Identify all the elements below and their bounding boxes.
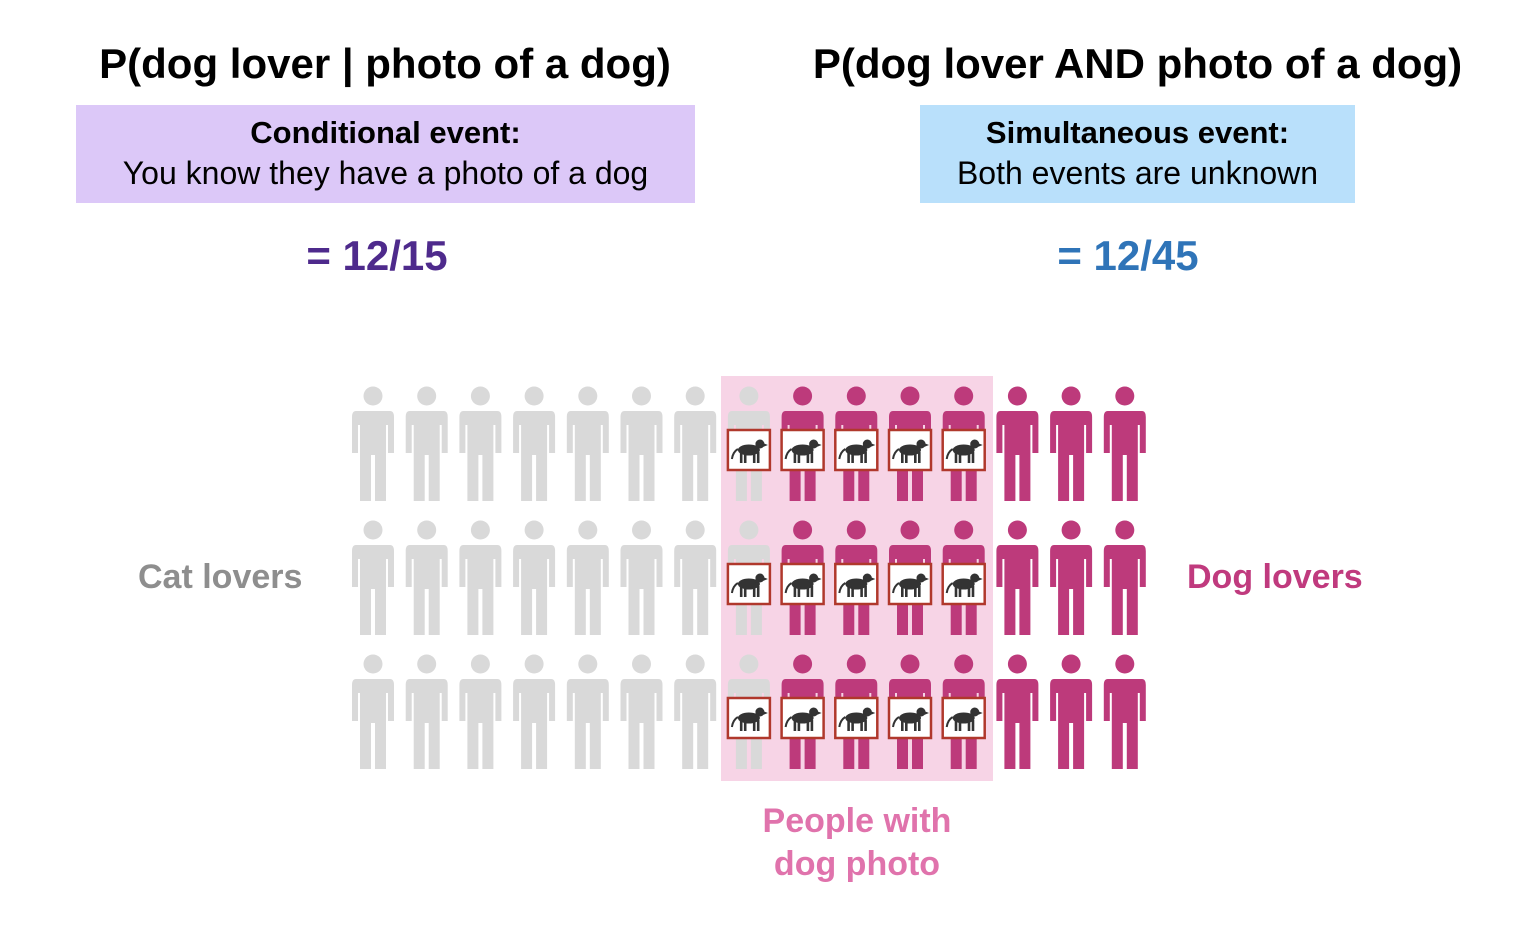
conditional-title: P(dog lover | photo of a dog) [99,40,671,87]
conditional-event-description: You know they have a photo of a dog [122,155,649,191]
person-icon [674,386,717,501]
dog-lovers-label: Dog lovers [1187,558,1363,596]
simultaneous-event-box: Simultaneous event: Both events are unkn… [920,105,1355,203]
dog-silhouette-icon [730,707,768,731]
dog-photo-icon [834,696,879,740]
person-icon [405,520,448,635]
person-icon [352,520,394,635]
simultaneous-event-heading: Simultaneous event: [985,115,1290,150]
person-icon [620,520,663,635]
dog-silhouette-icon [838,573,876,597]
person-icon [566,520,609,635]
person-icon [566,386,609,501]
joint-result: = 12/45 [1057,232,1199,279]
person-icon [1050,520,1093,635]
person-icon [352,654,394,769]
person-icon [405,654,448,769]
dog-photo-icon [726,562,772,606]
dog-silhouette-icon [945,439,983,463]
dog-photo-icon [726,428,772,472]
dog-photo-icon [887,696,933,740]
person-icon [674,654,717,769]
person-icon [620,386,663,501]
person-icon [1103,520,1146,635]
person-icon [459,386,502,501]
person-icon [459,520,502,635]
person-icon [405,386,448,501]
dog-silhouette-icon [730,573,768,597]
dog-photo-icon [780,696,825,740]
dog-photo-icon [726,696,772,740]
person-icon [1103,386,1146,501]
person-icon [513,520,556,635]
dog-silhouette-icon [892,439,929,463]
conditional-event-heading: Conditional event: [250,115,521,150]
dog-photo-label: People with dog photo [700,800,1014,886]
dog-silhouette-icon [784,573,822,597]
dog-silhouette-icon [838,439,876,463]
person-icon [566,654,609,769]
cat-lovers-label: Cat lovers [138,558,303,596]
person-icon [1050,654,1093,769]
dog-photo-icon [887,428,933,472]
dog-photo-icon [941,562,986,606]
dog-photo-icon [834,428,879,472]
dog-photo-label-line-1: People with [762,802,952,840]
dog-photo-icon [887,562,933,606]
dog-silhouette-icon [784,439,822,463]
person-icon [674,520,717,635]
dog-silhouette-icon [892,707,929,731]
person-icon [1103,654,1146,769]
person-icon [513,386,556,501]
person-icon [996,386,1039,501]
dog-silhouette-icon [838,707,876,731]
dog-silhouette-icon [784,707,822,731]
person-icon [996,520,1039,635]
dog-photo-icon [780,428,825,472]
person-icon [513,654,556,769]
dog-photo-label-line-2: dog photo [773,845,941,883]
conditional-result: = 12/15 [306,232,448,279]
person-icon [1050,386,1093,501]
person-icon [620,654,663,769]
dog-silhouette-icon [945,707,983,731]
person-icon [352,386,394,501]
simultaneous-event-description: Both events are unknown [956,155,1319,191]
dog-photo-icon [941,696,986,740]
dog-photo-icon [834,562,879,606]
person-icon [459,654,502,769]
dog-silhouette-icon [730,439,768,463]
dog-silhouette-icon [945,573,983,597]
joint-title: P(dog lover AND photo of a dog) [812,40,1463,87]
dog-photo-icon [941,428,986,472]
dog-photo-icon [780,562,825,606]
person-icon [996,654,1039,769]
dog-silhouette-icon [892,573,929,597]
conditional-event-box: Conditional event: You know they have a … [76,105,695,203]
